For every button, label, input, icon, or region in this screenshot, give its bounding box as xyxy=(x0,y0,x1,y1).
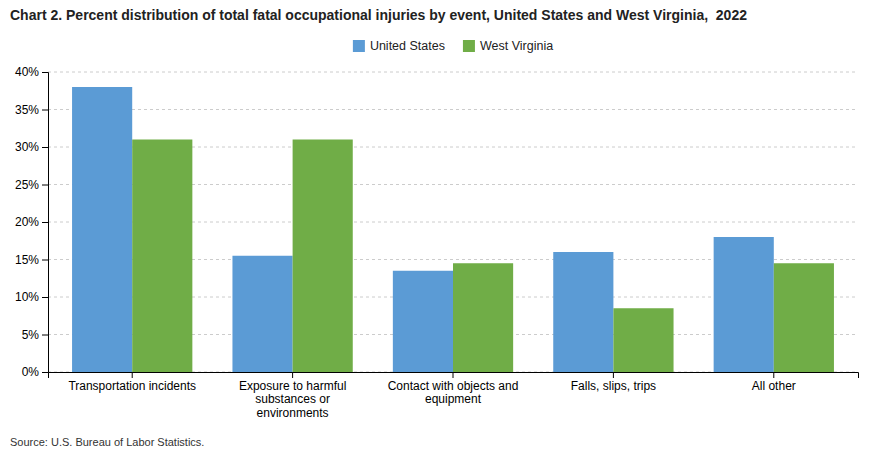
tick-mark xyxy=(42,260,48,261)
bars xyxy=(72,87,834,372)
tick: 25% xyxy=(15,178,48,192)
legend-label: West Virginia xyxy=(480,39,553,53)
bar xyxy=(553,252,613,372)
tick: 40% xyxy=(15,65,48,79)
tick-mark xyxy=(292,372,293,378)
bar xyxy=(132,140,192,373)
legend-label: United States xyxy=(370,39,445,53)
tick-mark xyxy=(42,147,48,148)
tick-label: 15% xyxy=(15,253,39,267)
tick-mark xyxy=(42,372,48,373)
tick-label: 5% xyxy=(22,328,40,342)
bar xyxy=(232,256,292,372)
tick-label: Transportation incidents xyxy=(68,379,196,393)
tick: 15% xyxy=(15,253,48,267)
series xyxy=(72,87,774,372)
tick-label: 10% xyxy=(15,290,39,304)
tick-label: Contact with objects andequipment xyxy=(388,379,519,407)
tick-label: All other xyxy=(752,379,796,393)
x-axis: Transportation incidents Exposure to harm… xyxy=(49,372,859,420)
bar xyxy=(393,271,453,372)
chart: Chart 2. Percent distribution of total f… xyxy=(0,0,878,454)
tick: 10% xyxy=(15,290,48,304)
tick: 35% xyxy=(15,103,48,117)
bar xyxy=(72,87,132,372)
tick-mark xyxy=(42,297,48,298)
legend: United States West Virginia xyxy=(353,39,553,53)
axis-line xyxy=(49,373,859,379)
tick: Falls, slips, trips xyxy=(571,372,656,393)
tick-mark xyxy=(42,222,48,223)
tick: Transportation incidents xyxy=(68,372,196,393)
tick: Contact with objects andequipment xyxy=(388,372,519,406)
grid-line xyxy=(48,109,858,110)
legend-swatch xyxy=(463,40,475,52)
tick: Exposure to harmfulsubstances orenvironm… xyxy=(239,372,346,420)
title: Chart 2. Percent distribution of total f… xyxy=(10,7,747,23)
tick-mark xyxy=(42,335,48,336)
series xyxy=(132,140,834,373)
tick-label: 40% xyxy=(15,65,39,79)
tick-label: 35% xyxy=(15,103,39,117)
axis-line xyxy=(42,73,49,373)
grid xyxy=(48,72,858,372)
tick-mark xyxy=(132,372,133,378)
bar xyxy=(774,263,834,372)
tick-mark xyxy=(42,110,48,111)
tick-mark xyxy=(42,185,48,186)
bar xyxy=(453,263,513,372)
tick: 30% xyxy=(15,140,48,154)
tick-label: 30% xyxy=(15,140,39,154)
source: Source: U.S. Bureau of Labor Statistics. xyxy=(10,436,204,448)
tick-label: Exposure to harmfulsubstances orenvironm… xyxy=(239,379,346,421)
bar xyxy=(293,140,353,373)
legend-item: United States xyxy=(353,39,445,53)
grid-line xyxy=(48,72,858,73)
legend-item: West Virginia xyxy=(463,39,553,53)
bar xyxy=(613,308,673,372)
bar xyxy=(714,237,774,372)
tick: All other xyxy=(752,372,796,393)
tick-mark xyxy=(773,372,774,378)
tick-mark xyxy=(453,372,454,378)
tick-mark xyxy=(613,372,614,378)
tick: 20% xyxy=(15,215,48,229)
tick: 5% xyxy=(22,328,48,342)
tick-label: Falls, slips, trips xyxy=(571,379,656,393)
tick-label: 25% xyxy=(15,178,39,192)
tick-label: 0% xyxy=(22,365,40,379)
y-axis: 0% 5% 10% 15% 20% 25% 30% 35% 40% xyxy=(15,65,49,379)
tick-label: 20% xyxy=(15,215,39,229)
tick-mark xyxy=(42,72,48,73)
tick: 0% xyxy=(22,365,48,379)
legend-swatch xyxy=(353,40,365,52)
plot: 0% 5% 10% 15% 20% 25% 30% 35% 40% Transportation … xyxy=(15,65,859,420)
